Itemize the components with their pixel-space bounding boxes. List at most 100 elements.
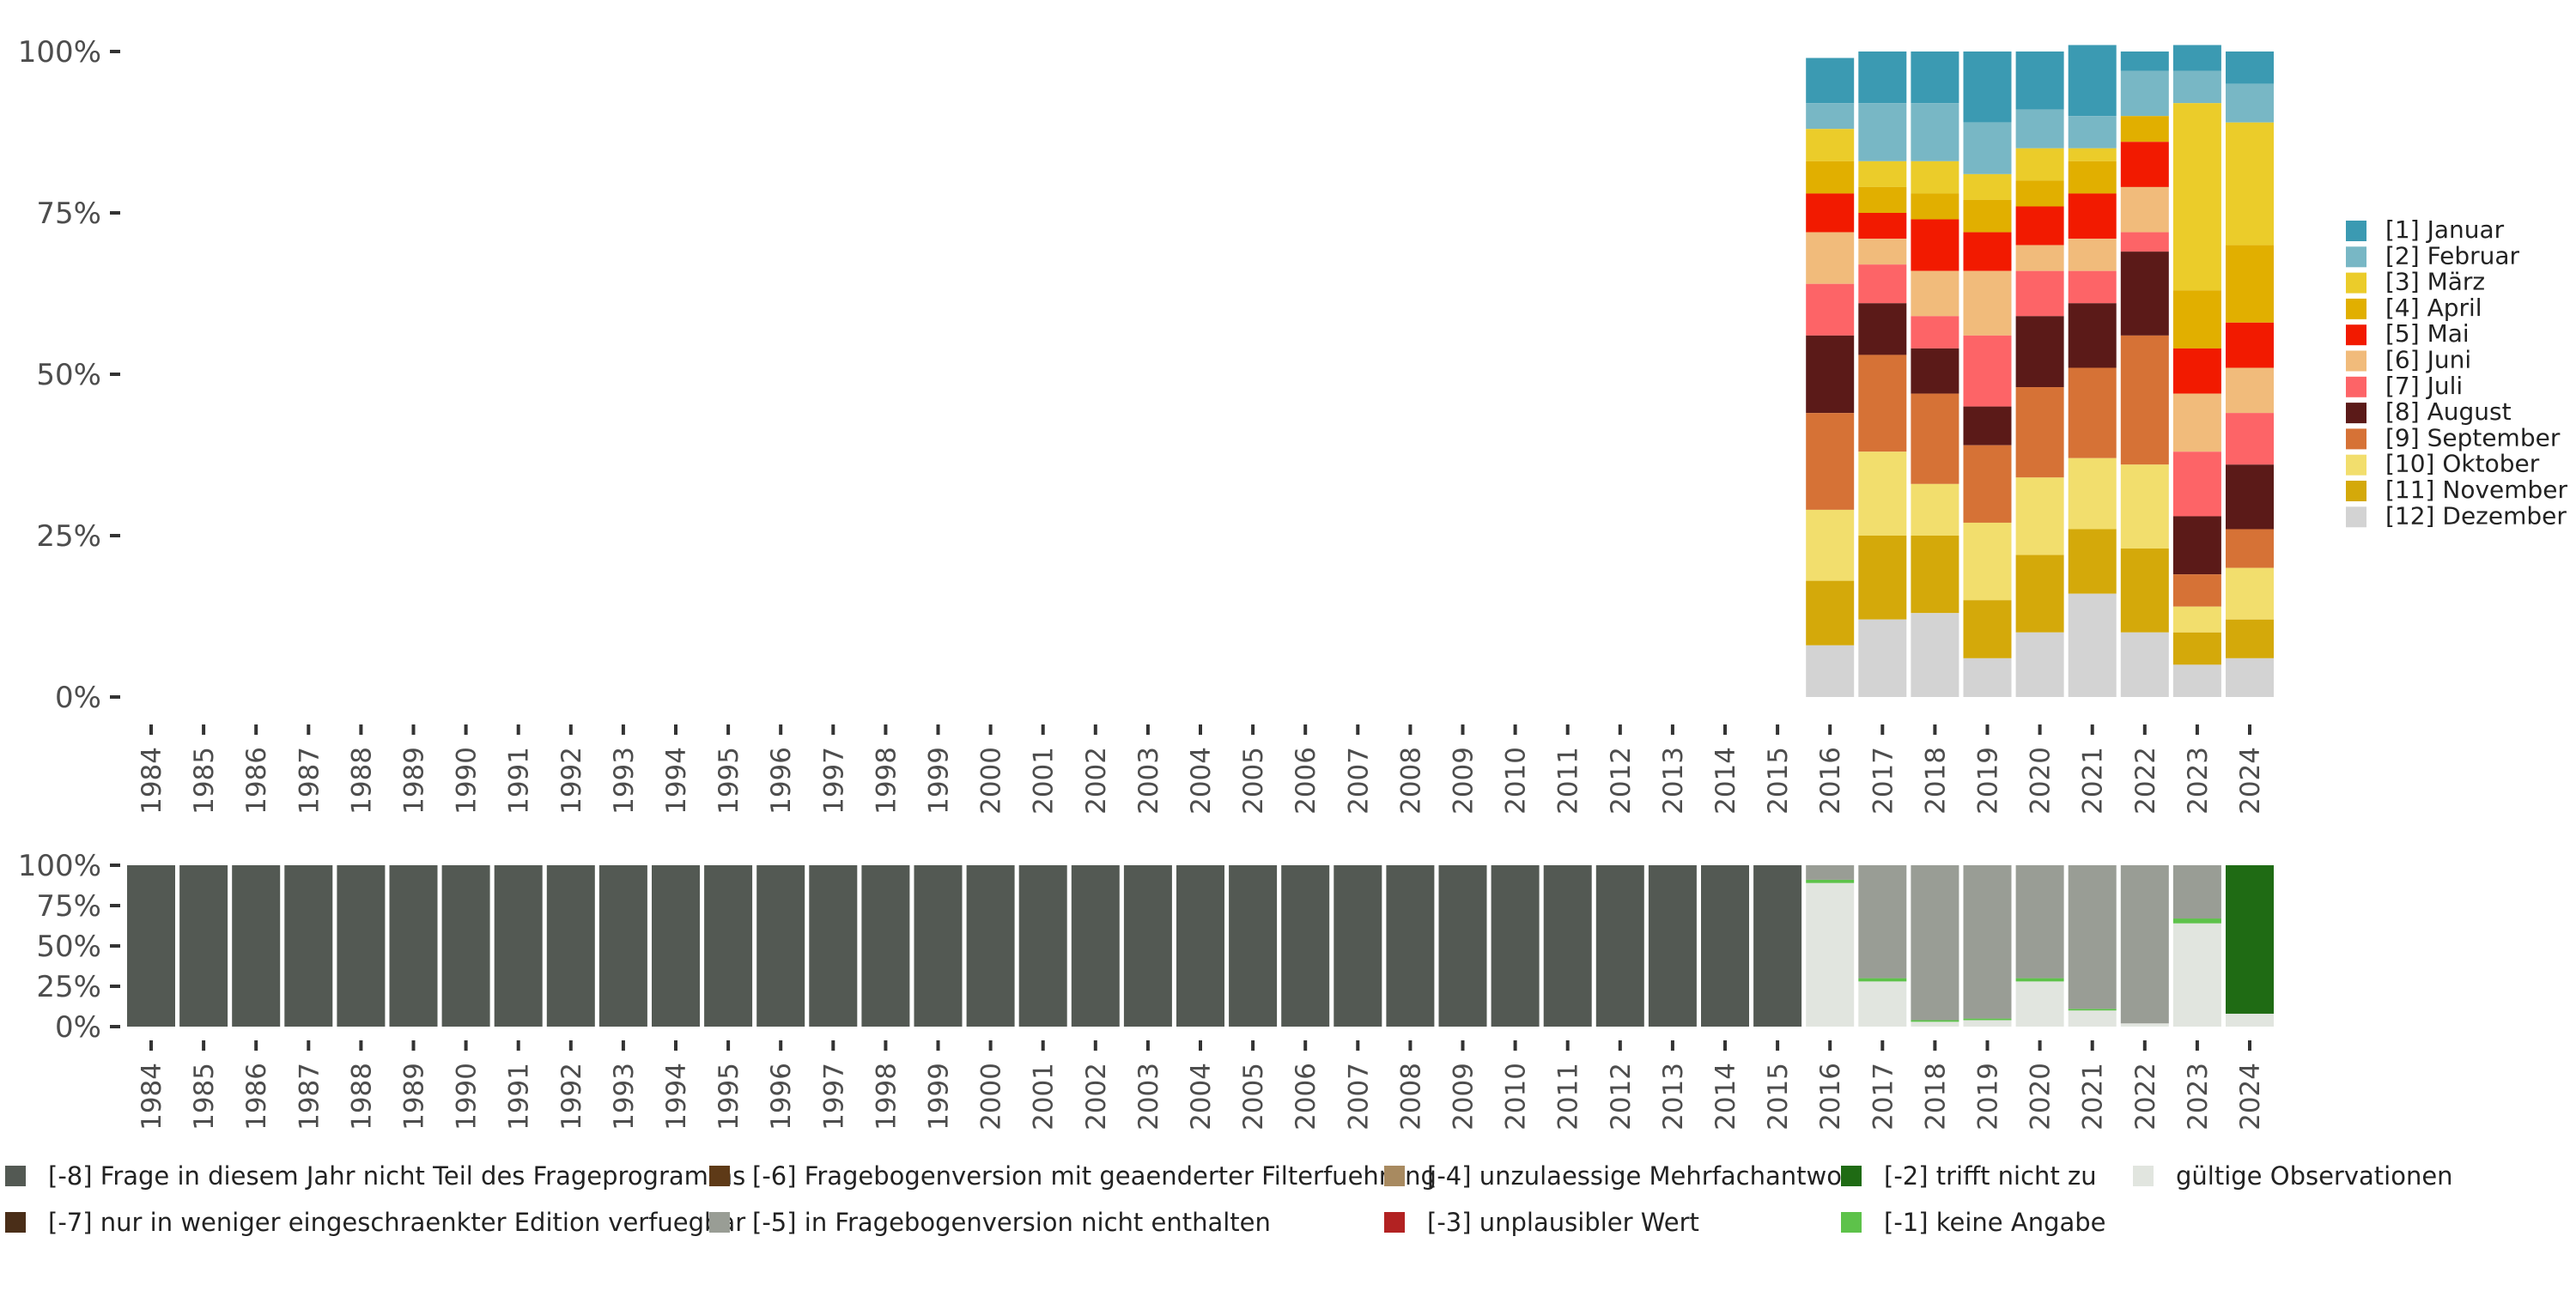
x-tick-label-2002: 2002 [1081, 747, 1112, 815]
legend-label-1-keine-angabe: [-1] keine Angabe [1884, 1208, 2106, 1237]
bar-segment-8-frage-in-diesem-jahr-nicht-teil-des-frageprogramms-1999 [914, 865, 963, 1027]
bar-segment-12-dezember-2024 [2226, 658, 2274, 697]
legend-label-2-februar: [2] Februar [2385, 241, 2520, 270]
legend-key-2-februar [2346, 246, 2366, 268]
x-tick-label-1991: 1991 [504, 1063, 535, 1130]
x-tick-label-1997: 1997 [818, 1063, 849, 1130]
bar-segment-1-januar-2022 [2120, 52, 2169, 71]
x-tick-label-1995: 1995 [714, 747, 744, 815]
x-tick-label-2018: 2018 [1920, 747, 1951, 815]
y-tick-label: 50% [36, 930, 101, 964]
legend-key-7-nur-in-weniger-eingeschraenkter-edition-verfuegbar [5, 1212, 26, 1233]
bar-segment-1-januar-2016 [1806, 58, 1855, 104]
bar-segment-12-dezember-2022 [2120, 632, 2169, 697]
bar-segment-10-oktober-2018 [1911, 483, 1959, 536]
bar-segment-11-november-2022 [2120, 549, 2169, 633]
bar-segment-3-m-rz-2023 [2172, 103, 2221, 291]
bar-segment-7-juli-2018 [1911, 316, 1959, 349]
bar-segment-1-keine-angabe-2018 [1911, 1020, 1959, 1022]
bar-segment-10-oktober-2022 [2120, 464, 2169, 549]
legend-key-1-januar [2346, 221, 2366, 241]
bar-segment-8-frage-in-diesem-jahr-nicht-teil-des-frageprogramms-1997 [809, 865, 858, 1027]
x-tick-label-2010: 2010 [1501, 747, 1532, 815]
bar-segment-3-m-rz-2019 [1963, 173, 2012, 200]
bar-segment-6-juni-2023 [2172, 393, 2221, 452]
legend-label-6-fragebogenversion-mit-geaenderter-filterfuehrung: [-6] Fragebogenversion mit geaenderter F… [752, 1161, 1437, 1191]
x-tick-label-2020: 2020 [2026, 1063, 2057, 1130]
bar-segment-3-m-rz-2020 [2015, 148, 2064, 181]
bar-segment-11-november-2024 [2226, 619, 2274, 658]
bar-segment-7-juli-2019 [1963, 335, 2012, 407]
x-tick-label-1998: 1998 [871, 1063, 902, 1130]
legend-label-2-trifft-nicht-zu: [-2] trifft nicht zu [1884, 1161, 2097, 1191]
bar-segment-8-frage-in-diesem-jahr-nicht-teil-des-frageprogramms-1994 [652, 865, 700, 1027]
y-tick-label: 25% [36, 519, 101, 554]
x-tick-label-1986: 1986 [241, 747, 272, 815]
bar-segment-5-in-fragebogenversion-nicht-enthalten-2020 [2015, 865, 2064, 979]
bar-segment-9-september-2017 [1858, 355, 1907, 452]
legend-key-3-m-rz [2346, 272, 2366, 294]
x-tick-label-2009: 2009 [1449, 747, 1479, 815]
bar-segment-4-april-2021 [2068, 161, 2117, 194]
x-tick-label-2001: 2001 [1029, 747, 1060, 815]
legend-label-4-april: [4] April [2385, 294, 2482, 322]
bar-segment-12-dezember-2016 [1806, 645, 1855, 697]
bar-segment-8-frage-in-diesem-jahr-nicht-teil-des-frageprogramms-2005 [1229, 865, 1278, 1027]
bar-segment-1-keine-angabe-2016 [1806, 879, 1855, 883]
bar-segment-11-november-2020 [2015, 555, 2064, 633]
bar-segment-2-februar-2016 [1806, 103, 1855, 130]
bar-segment-5-in-fragebogenversion-nicht-enthalten-2023 [2172, 865, 2221, 919]
bar-segment-8-frage-in-diesem-jahr-nicht-teil-des-frageprogramms-1992 [546, 865, 595, 1027]
x-tick-label-2001: 2001 [1029, 1063, 1060, 1130]
bar-segment-8-august-2016 [1806, 335, 1855, 414]
x-tick-label-1999: 1999 [924, 1063, 955, 1130]
bar-segment-10-oktober-2024 [2226, 567, 2274, 620]
legend-label-7-juli: [7] Juli [2385, 372, 2463, 400]
x-tick-label-1987: 1987 [294, 1063, 325, 1130]
x-tick-label-2017: 2017 [1868, 747, 1899, 815]
bar-segment-8-frage-in-diesem-jahr-nicht-teil-des-frageprogramms-1988 [337, 865, 386, 1027]
bar-segment-9-september-2019 [1963, 445, 2012, 523]
bar-segment-5-mai-2024 [2226, 322, 2274, 368]
bar-segment-8-frage-in-diesem-jahr-nicht-teil-des-frageprogramms-1990 [441, 865, 490, 1027]
bar-segment-g-ltige-observationen-2021 [2068, 1010, 2117, 1027]
legend-key-11-november [2346, 481, 2366, 501]
y-tick-label: 50% [36, 358, 101, 392]
x-tick-label-1984: 1984 [137, 1063, 167, 1130]
x-tick-label-1995: 1995 [714, 1063, 744, 1130]
bar-segment-8-august-2018 [1911, 348, 1959, 394]
x-tick-label-2004: 2004 [1186, 1063, 1217, 1130]
x-tick-label-2019: 2019 [1973, 1063, 2004, 1130]
y-tick-label: 75% [36, 889, 101, 924]
bottom-panel-missing-codes: 0% 25% 50% 75% 100% 1984 1985 1986 1987 1988 1989 1… [18, 849, 2274, 1130]
legend-label-5-mai: [5] Mai [2385, 319, 2470, 348]
bar-segment-9-september-2016 [1806, 413, 1855, 510]
x-tick-label-2005: 2005 [1238, 747, 1269, 815]
legend-key-2-trifft-nicht-zu [1841, 1166, 1862, 1186]
x-tick-label-2005: 2005 [1238, 1063, 1269, 1130]
legend-label-12-dezember: [12] Dezember [2385, 501, 2567, 530]
x-tick-label-2024: 2024 [2235, 1063, 2266, 1130]
bar-segment-2-februar-2019 [1963, 122, 2012, 174]
legend-label-g-ltige-observationen: gültige Observationen [2176, 1161, 2453, 1191]
bar-segment-8-frage-in-diesem-jahr-nicht-teil-des-frageprogramms-2014 [1701, 865, 1749, 1027]
legend-key-3-unplausibler-wert [1384, 1212, 1405, 1233]
x-tick-label-1992: 1992 [556, 747, 587, 815]
bar-segment-5-in-fragebogenversion-nicht-enthalten-2018 [1911, 865, 1959, 1021]
bar-segment-10-oktober-2016 [1806, 509, 1855, 581]
x-tick-label-2022: 2022 [2130, 1063, 2161, 1130]
bar-segment-8-frage-in-diesem-jahr-nicht-teil-des-frageprogramms-1991 [494, 865, 543, 1027]
x-tick-label-1993: 1993 [609, 747, 640, 815]
bar-segment-5-mai-2016 [1806, 193, 1855, 233]
x-tick-label-2009: 2009 [1449, 1063, 1479, 1130]
bar-segment-5-mai-2018 [1911, 219, 1959, 271]
bar-segment-8-frage-in-diesem-jahr-nicht-teil-des-frageprogramms-2007 [1334, 865, 1382, 1027]
y-tick-label: 75% [36, 197, 101, 231]
legend-label-11-november: [11] November [2385, 476, 2568, 504]
legend-label-6-juni: [6] Juni [2385, 346, 2471, 374]
bar-segment-5-in-fragebogenversion-nicht-enthalten-2019 [1963, 865, 2012, 1019]
bar-segment-1-keine-angabe-2023 [2172, 918, 2221, 924]
bar-segment-6-juni-2020 [2015, 245, 2064, 271]
x-tick-label-2015: 2015 [1763, 1063, 1794, 1130]
x-tick-label-1984: 1984 [137, 747, 167, 815]
